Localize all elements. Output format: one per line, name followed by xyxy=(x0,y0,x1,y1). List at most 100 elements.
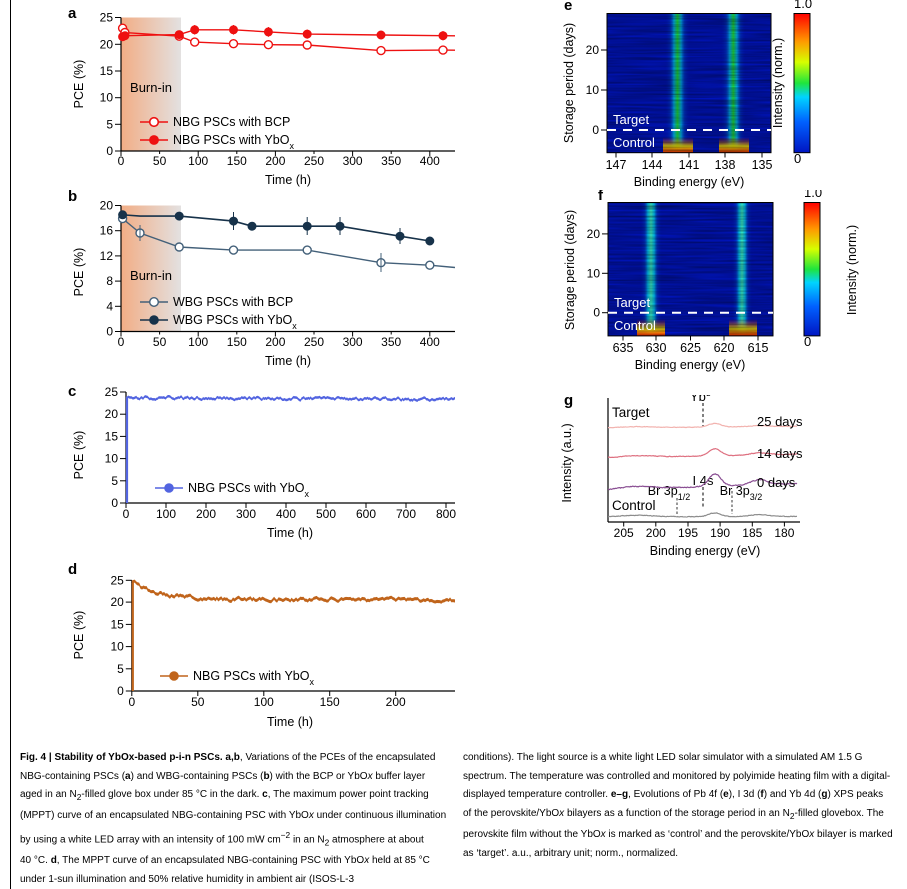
svg-text:10: 10 xyxy=(100,91,114,105)
svg-text:0: 0 xyxy=(593,306,600,320)
svg-text:50: 50 xyxy=(153,335,167,349)
svg-text:100: 100 xyxy=(254,695,274,709)
svg-text:15: 15 xyxy=(110,617,124,631)
svg-text:0 days: 0 days xyxy=(757,475,796,490)
svg-text:10: 10 xyxy=(110,640,124,654)
svg-text:Binding energy (eV): Binding energy (eV) xyxy=(635,358,745,372)
svg-text:f: f xyxy=(598,190,604,204)
svg-text:0: 0 xyxy=(106,144,113,158)
svg-text:20: 20 xyxy=(100,199,114,213)
svg-text:250: 250 xyxy=(304,335,324,349)
svg-text:0: 0 xyxy=(117,684,124,698)
svg-text:400: 400 xyxy=(420,335,440,349)
svg-text:200: 200 xyxy=(646,526,666,540)
svg-text:5: 5 xyxy=(106,117,113,131)
svg-text:Time (h): Time (h) xyxy=(267,526,313,540)
svg-text:1.0: 1.0 xyxy=(794,0,812,11)
svg-text:I 4s: I 4s xyxy=(693,473,714,488)
svg-text:10: 10 xyxy=(587,266,601,280)
svg-text:5: 5 xyxy=(117,662,124,676)
svg-text:50: 50 xyxy=(153,154,167,168)
svg-text:630: 630 xyxy=(646,341,667,355)
svg-text:Burn-in: Burn-in xyxy=(130,80,172,95)
svg-text:e: e xyxy=(564,0,572,14)
svg-text:150: 150 xyxy=(227,154,247,168)
svg-text:Burn-in: Burn-in xyxy=(130,268,172,283)
svg-text:0: 0 xyxy=(804,334,811,349)
svg-text:0: 0 xyxy=(794,151,801,166)
svg-text:PCE (%): PCE (%) xyxy=(72,431,86,480)
svg-text:15: 15 xyxy=(105,429,119,443)
svg-text:NBG PSCs with YbOx: NBG PSCs with YbOx xyxy=(188,481,309,499)
svg-text:Intensity (norm.): Intensity (norm.) xyxy=(845,225,859,315)
svg-text:0: 0 xyxy=(118,335,125,349)
svg-text:20: 20 xyxy=(105,407,119,421)
svg-text:185: 185 xyxy=(742,526,762,540)
svg-text:600: 600 xyxy=(356,507,376,521)
svg-text:15: 15 xyxy=(100,64,114,78)
svg-text:800: 800 xyxy=(436,507,456,521)
svg-text:10: 10 xyxy=(586,83,600,97)
svg-text:20: 20 xyxy=(587,227,601,241)
svg-text:20: 20 xyxy=(100,37,114,51)
svg-text:0: 0 xyxy=(128,695,135,709)
svg-text:NBG PSCs with YbOx: NBG PSCs with YbOx xyxy=(173,133,294,151)
svg-text:0: 0 xyxy=(592,123,599,137)
svg-text:300: 300 xyxy=(343,335,363,349)
svg-text:NBG PSCs with YbOx: NBG PSCs with YbOx xyxy=(193,669,314,687)
svg-text:200: 200 xyxy=(386,695,406,709)
svg-text:25: 25 xyxy=(105,385,119,399)
svg-text:NBG PSCs with BCP: NBG PSCs with BCP xyxy=(173,115,290,129)
svg-text:Time (h): Time (h) xyxy=(265,354,311,368)
svg-text:5: 5 xyxy=(111,474,118,488)
svg-text:138: 138 xyxy=(715,158,736,172)
svg-text:8: 8 xyxy=(106,274,113,288)
svg-text:14 days: 14 days xyxy=(757,446,803,461)
svg-text:PCE (%): PCE (%) xyxy=(72,60,86,109)
svg-text:4: 4 xyxy=(106,299,113,313)
svg-text:Target: Target xyxy=(614,295,651,310)
svg-text:20: 20 xyxy=(110,595,124,609)
svg-text:350: 350 xyxy=(381,154,401,168)
svg-text:16: 16 xyxy=(100,224,114,238)
svg-text:100: 100 xyxy=(188,335,208,349)
svg-text:12: 12 xyxy=(100,249,114,263)
svg-text:400: 400 xyxy=(420,154,440,168)
svg-text:Control: Control xyxy=(613,135,655,150)
svg-text:300: 300 xyxy=(343,154,363,168)
svg-text:620: 620 xyxy=(714,341,735,355)
svg-text:150: 150 xyxy=(320,695,340,709)
svg-text:150: 150 xyxy=(227,335,247,349)
svg-text:g: g xyxy=(564,395,573,409)
svg-text:205: 205 xyxy=(614,526,634,540)
svg-text:190: 190 xyxy=(710,526,730,540)
svg-text:500: 500 xyxy=(316,507,336,521)
svg-text:635: 635 xyxy=(613,341,634,355)
svg-text:400: 400 xyxy=(276,507,296,521)
svg-text:0: 0 xyxy=(118,154,125,168)
svg-text:100: 100 xyxy=(188,154,208,168)
svg-text:PCE (%): PCE (%) xyxy=(72,611,86,660)
svg-text:Storage period (days): Storage period (days) xyxy=(562,23,576,143)
svg-text:200: 200 xyxy=(265,335,285,349)
svg-text:Binding energy (eV): Binding energy (eV) xyxy=(634,175,744,189)
svg-text:Intensity (a.u.): Intensity (a.u.) xyxy=(560,423,574,502)
svg-text:PCE (%): PCE (%) xyxy=(72,248,86,297)
svg-text:25 days: 25 days xyxy=(757,414,803,429)
svg-text:180: 180 xyxy=(774,526,794,540)
svg-text:700: 700 xyxy=(396,507,416,521)
svg-text:Target: Target xyxy=(613,112,650,127)
svg-text:20: 20 xyxy=(586,43,600,57)
svg-text:Control: Control xyxy=(614,318,656,333)
svg-text:25: 25 xyxy=(100,11,114,25)
svg-text:10: 10 xyxy=(105,452,119,466)
svg-text:300: 300 xyxy=(236,507,256,521)
svg-text:25: 25 xyxy=(110,573,124,587)
svg-text:1.0: 1.0 xyxy=(804,190,822,200)
svg-text:350: 350 xyxy=(381,335,401,349)
svg-text:Time (h): Time (h) xyxy=(267,715,313,729)
svg-text:100: 100 xyxy=(156,507,176,521)
svg-text:200: 200 xyxy=(265,154,285,168)
svg-text:WBG PSCs with YbOx: WBG PSCs with YbOx xyxy=(173,313,297,331)
svg-text:Storage period (days): Storage period (days) xyxy=(563,210,577,330)
